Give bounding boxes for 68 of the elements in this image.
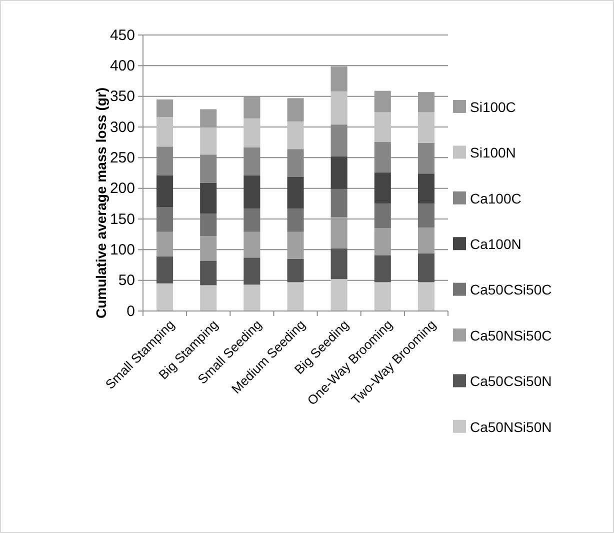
bar bbox=[156, 207, 174, 232]
y-tick-label: 300 bbox=[110, 118, 135, 136]
y-tick-label: 0 bbox=[126, 302, 135, 320]
bar bbox=[287, 282, 304, 311]
bar bbox=[374, 282, 391, 311]
bar bbox=[287, 232, 304, 259]
y-tick-label: 350 bbox=[110, 88, 135, 106]
legend-label: Si100C bbox=[470, 98, 516, 115]
bar bbox=[418, 174, 434, 204]
bar bbox=[330, 66, 348, 92]
bar bbox=[330, 156, 348, 189]
y-tick-label: 50 bbox=[118, 272, 135, 290]
bar bbox=[156, 256, 174, 284]
bar bbox=[200, 285, 217, 311]
bar bbox=[244, 232, 260, 258]
y-axis-title: Cumulative average mass loss (gr) bbox=[92, 87, 109, 319]
bar bbox=[330, 217, 348, 248]
bar bbox=[374, 172, 391, 204]
bar bbox=[244, 118, 260, 148]
bar bbox=[244, 258, 260, 285]
y-tick-label: 200 bbox=[110, 180, 135, 198]
bar bbox=[244, 284, 260, 311]
y-tick-label: 250 bbox=[110, 149, 135, 166]
legend-label: Ca50CSi50N bbox=[470, 373, 552, 390]
bar bbox=[156, 99, 174, 118]
bar bbox=[374, 90, 391, 112]
bar bbox=[200, 109, 217, 128]
bar bbox=[287, 258, 304, 282]
bar bbox=[330, 248, 348, 280]
bar bbox=[374, 204, 391, 228]
bar bbox=[156, 117, 174, 147]
bar bbox=[200, 260, 217, 286]
bar bbox=[200, 128, 217, 155]
bar bbox=[156, 232, 174, 256]
bar bbox=[156, 283, 174, 311]
bar bbox=[418, 228, 434, 254]
bar bbox=[287, 121, 304, 150]
bar bbox=[418, 92, 434, 112]
bar bbox=[244, 208, 260, 232]
bar bbox=[200, 182, 217, 214]
bar bbox=[200, 236, 217, 261]
bar bbox=[287, 98, 304, 122]
y-tick-label: 150 bbox=[110, 210, 135, 228]
legend-label: Ca100C bbox=[470, 190, 522, 206]
bar bbox=[244, 96, 260, 118]
bar bbox=[418, 253, 434, 282]
bar bbox=[418, 112, 434, 143]
legend-label: Si100N bbox=[470, 144, 516, 161]
legend-label: Ca50NSi50C bbox=[470, 327, 552, 344]
bar bbox=[287, 176, 304, 209]
bar bbox=[374, 228, 391, 256]
bar bbox=[244, 175, 260, 209]
legend-label: Ca50CSi50C bbox=[470, 282, 552, 298]
y-tick-label: 450 bbox=[110, 26, 135, 44]
bar bbox=[374, 112, 391, 142]
y-tick-label: 100 bbox=[110, 241, 135, 258]
bar bbox=[156, 175, 174, 208]
legend-label: Ca100N bbox=[470, 236, 522, 252]
legend-label: Ca50NSi50N bbox=[470, 418, 552, 435]
bar bbox=[330, 91, 348, 125]
y-tick-label: 400 bbox=[110, 57, 135, 74]
bar bbox=[374, 255, 391, 282]
bar bbox=[287, 208, 304, 232]
bar bbox=[418, 282, 434, 311]
bar bbox=[418, 204, 434, 228]
bar bbox=[330, 188, 348, 218]
bar bbox=[200, 213, 217, 236]
bar bbox=[330, 279, 348, 311]
